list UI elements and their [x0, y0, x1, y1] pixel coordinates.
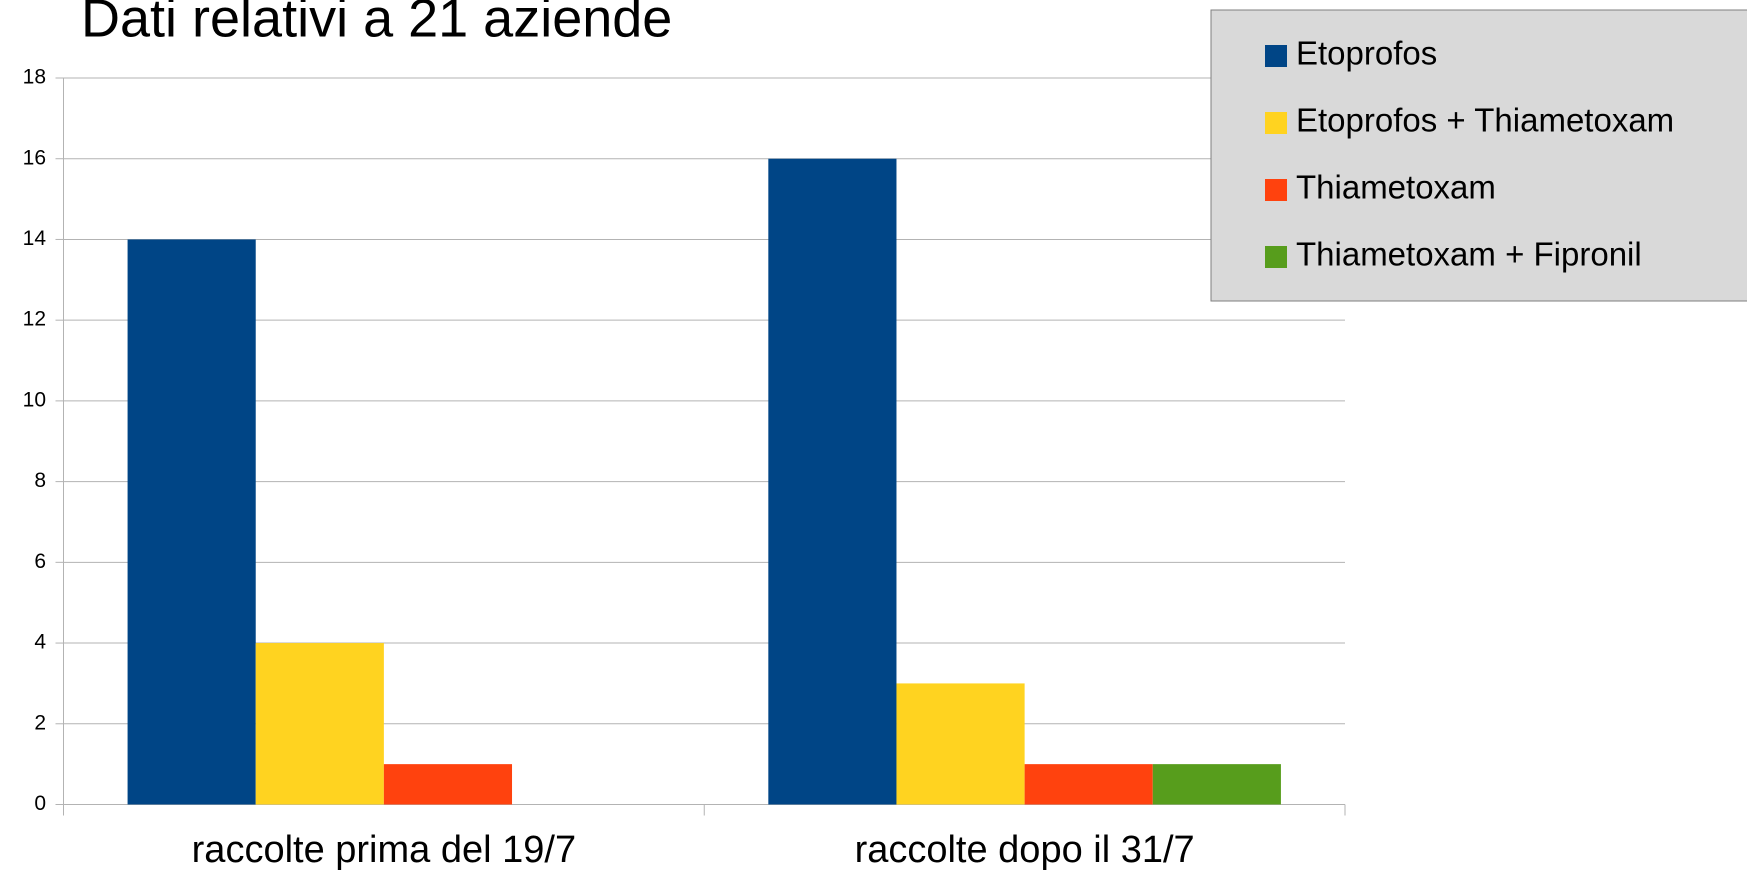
legend-swatch	[1265, 112, 1287, 134]
bar	[383, 764, 513, 805]
legend-swatch	[1265, 246, 1287, 268]
y-tick-label: 6	[34, 550, 46, 573]
legend-swatch	[1265, 45, 1287, 67]
y-tick-label: 14	[23, 227, 47, 250]
y-tick-label: 18	[23, 66, 46, 89]
legend-label: Thiametoxam	[1296, 169, 1496, 206]
y-tick-label: 0	[34, 792, 46, 815]
legend-swatch	[1265, 179, 1287, 201]
bar	[896, 683, 1025, 805]
legend-box	[1210, 9, 1747, 302]
y-tick-label: 8	[34, 469, 46, 492]
bar	[127, 239, 256, 805]
y-tick-label: 4	[34, 631, 46, 654]
y-tick-label: 12	[23, 308, 46, 331]
legend-label: Etoprofos	[1296, 35, 1437, 72]
legend-label: Thiametoxam + Fipronil	[1296, 236, 1642, 273]
chart-title: Dati relativi a 21 aziende	[81, 0, 672, 48]
x-tick-label: raccolte prima del 19/7	[192, 829, 576, 871]
x-tick-label: raccolte dopo il 31/7	[855, 829, 1195, 871]
legend-label: Etoprofos + Thiametoxam	[1296, 102, 1674, 139]
y-tick-label: 16	[23, 146, 46, 169]
bar	[1024, 764, 1153, 805]
y-tick-label: 2	[34, 711, 46, 734]
bar	[768, 158, 897, 805]
y-tick-label: 10	[23, 388, 46, 411]
bar	[255, 643, 384, 805]
bar	[1152, 764, 1281, 805]
